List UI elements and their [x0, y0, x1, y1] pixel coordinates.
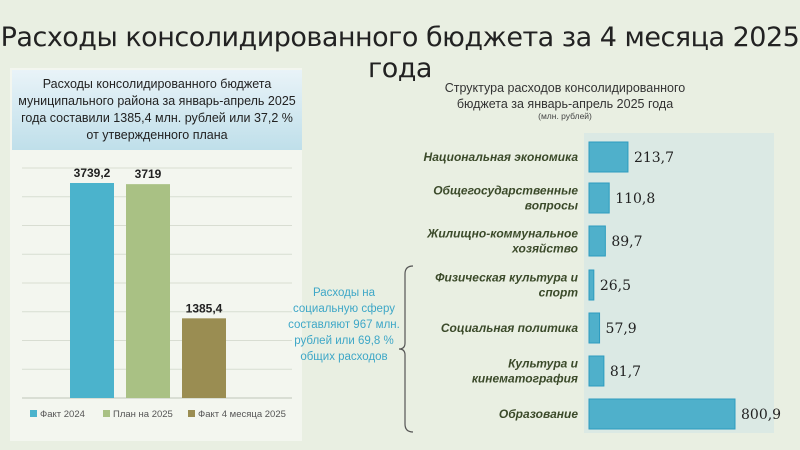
- bar-факт-2024: [70, 182, 114, 398]
- category-label-общегосударственные-вопросы: Общегосударственные вопросы: [433, 184, 579, 213]
- bar-план-на-2025: [126, 184, 170, 398]
- hbar-value-label: 57,9: [606, 321, 637, 337]
- hbar-социальная-политика: [588, 312, 601, 344]
- hbar-культура-и-кинематография: [588, 355, 605, 387]
- hbar-value-label: 81,7: [610, 364, 641, 380]
- bar-value-label: 1385,4: [186, 301, 223, 315]
- structure-chart-background: [584, 133, 774, 433]
- bar-value-label: 3739,2: [74, 166, 111, 180]
- legend-label: Факт 2024: [40, 409, 85, 420]
- category-label-национальная-экономика: Национальная экономика: [424, 150, 579, 164]
- category-label-физическая-культура-и-спорт: Физическая культура и спорт: [435, 271, 579, 300]
- expense-structure-chart: 213,7 Национальная экономика 110,8 Общегосу…: [424, 141, 781, 430]
- budget-summary-text: Расходы консолидированного бюджета муниц…: [18, 77, 296, 142]
- social-sphere-note: Расходы на социальную сферу составляют 9…: [288, 287, 400, 363]
- bar-value-label: 3719: [135, 167, 162, 181]
- category-label-образование: Образование: [499, 407, 578, 421]
- structure-chart-title: Структура расходов консолидированного бю…: [444, 81, 686, 111]
- category-label-культура-и-кинематография: Культура и кинематография: [472, 357, 579, 386]
- category-label-социальная-политика: Социальная политика: [441, 321, 578, 335]
- hbar-value-label: 26,5: [600, 278, 631, 294]
- hbar-общегосударственные-вопросы: [588, 182, 610, 214]
- hbar-образование: [588, 398, 736, 430]
- legend-swatch: [103, 410, 110, 417]
- bar-факт-4-месяца-2025: [182, 318, 226, 398]
- legend-label: План на 2025: [113, 409, 173, 420]
- legend-swatch: [188, 410, 195, 417]
- hbar-value-label: 110,8: [615, 191, 655, 207]
- hbar-value-label: 89,7: [611, 234, 642, 250]
- budget-comparison-chart: 3739,2 3719 1385,4 Факт 2024 План на 2025 Фак…: [22, 166, 292, 420]
- hbar-жилищно-коммунальное-хозяйство: [588, 225, 606, 257]
- budget-summary-box: Расходы консолидированного бюджета муниц…: [12, 70, 302, 150]
- legend-swatch: [30, 410, 37, 417]
- legend-label: Факт 4 месяца 2025: [198, 409, 286, 420]
- hbar-value-label: 213,7: [634, 150, 674, 166]
- category-label-жилищно-коммунальное-хозяйство: Жилищно-коммунальное хозяйство: [426, 227, 578, 256]
- social-sphere-bracket: [398, 265, 414, 433]
- structure-chart-subtitle: (млн. рублей): [538, 111, 592, 121]
- page-title: Расходы консолидированного бюджета за 4 …: [0, 22, 800, 84]
- hbar-национальная-экономика: [588, 141, 629, 173]
- hbar-физическая-культура-и-спорт: [588, 269, 595, 301]
- hbar-value-label: 800,9: [741, 407, 781, 423]
